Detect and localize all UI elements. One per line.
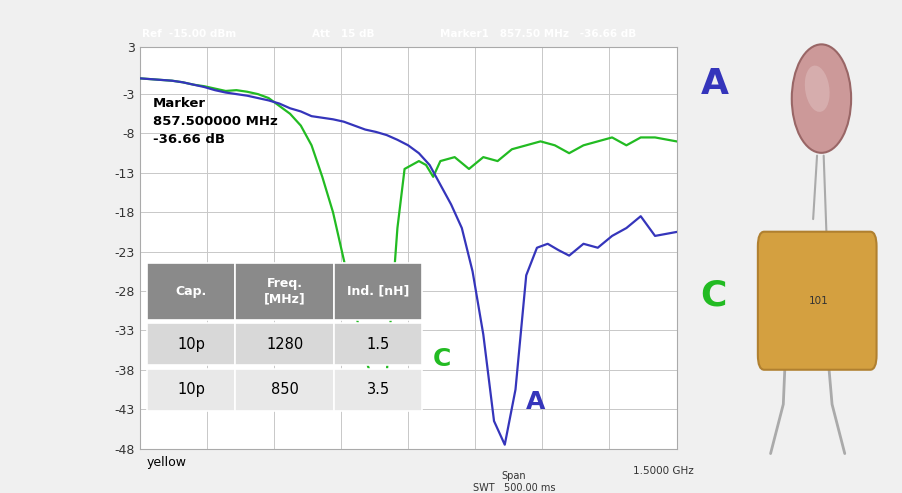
- Text: Att   15 dB: Att 15 dB: [311, 29, 374, 39]
- Text: 101: 101: [808, 296, 828, 306]
- Text: Marker1   857.50 MHz   -36.66 dB: Marker1 857.50 MHz -36.66 dB: [440, 29, 637, 39]
- Text: C: C: [433, 347, 452, 371]
- Bar: [235, 369, 334, 411]
- FancyBboxPatch shape: [758, 232, 877, 370]
- Text: 3.5: 3.5: [366, 382, 390, 397]
- Text: Span
SWT   500.00 ms: Span SWT 500.00 ms: [473, 471, 556, 493]
- Ellipse shape: [805, 66, 830, 112]
- Text: 10p: 10p: [177, 337, 205, 352]
- Text: Freq.
[MHz]: Freq. [MHz]: [263, 277, 306, 306]
- Bar: [147, 263, 235, 319]
- Text: Cap.: Cap.: [175, 284, 207, 298]
- Text: 10p: 10p: [177, 382, 205, 397]
- Text: A: A: [526, 390, 546, 414]
- Bar: [235, 263, 334, 319]
- Text: Marker
857.500000 MHz
-36.66 dB: Marker 857.500000 MHz -36.66 dB: [153, 97, 278, 146]
- Ellipse shape: [792, 44, 851, 153]
- Text: Ref  -15.00 dBm: Ref -15.00 dBm: [143, 29, 236, 39]
- Text: 1.5000 GHz: 1.5000 GHz: [632, 466, 694, 476]
- Text: yellow: yellow: [147, 456, 187, 469]
- Text: A: A: [701, 67, 729, 101]
- Bar: [334, 263, 422, 319]
- Bar: [147, 369, 235, 411]
- Text: Ind. [nH]: Ind. [nH]: [347, 284, 410, 298]
- Bar: [334, 323, 422, 365]
- Text: 1.5: 1.5: [366, 337, 390, 352]
- Text: C: C: [701, 279, 727, 313]
- Text: 1280: 1280: [266, 337, 303, 352]
- Bar: [147, 323, 235, 365]
- Text: 850: 850: [271, 382, 299, 397]
- Bar: [334, 369, 422, 411]
- Bar: [235, 323, 334, 365]
